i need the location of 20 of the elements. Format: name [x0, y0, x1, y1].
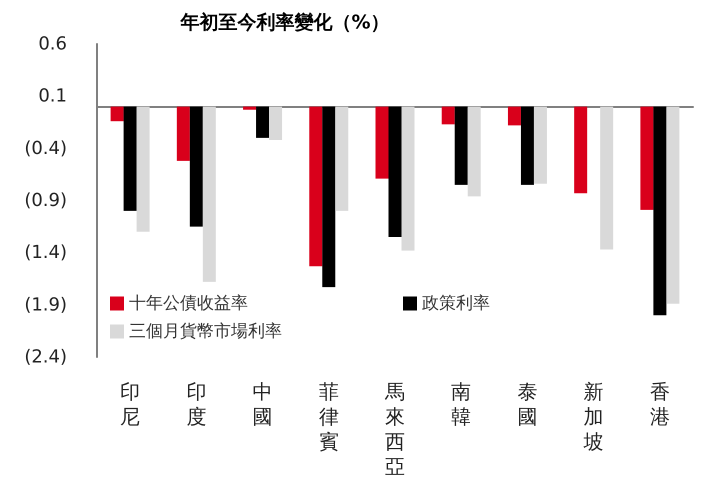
- legend-label: 三個月貨幣市場利率: [129, 322, 282, 342]
- x-tick-label: 香港: [650, 380, 670, 428]
- y-tick-label: (0.9): [24, 190, 67, 211]
- chart-title: 年初至今利率變化（%）: [179, 12, 390, 34]
- legend-label: 政策利率: [422, 294, 490, 314]
- x-tick-label: 泰國: [517, 380, 538, 428]
- x-tick-label: 菲律賓: [318, 380, 339, 454]
- x-tick-label: 印度: [186, 380, 206, 428]
- y-tick-label: (1.9): [24, 294, 67, 316]
- x-tick-label: 印尼: [120, 380, 140, 428]
- y-tick-label: 0.6: [38, 34, 67, 54]
- x-tick-label: 中國: [252, 380, 273, 428]
- y-tick-label: 0.1: [38, 86, 67, 107]
- y-tick-label: (1.4): [24, 242, 67, 264]
- y-tick-label: (0.4): [24, 138, 67, 159]
- x-tick-label: 馬來西亞: [384, 380, 405, 478]
- y-tick-label: (2.4): [24, 346, 67, 368]
- x-tick-label: 新加坡: [582, 380, 604, 454]
- x-tick-label: 南韓: [451, 380, 472, 428]
- legend-label: 十年公債收益率: [129, 294, 248, 314]
